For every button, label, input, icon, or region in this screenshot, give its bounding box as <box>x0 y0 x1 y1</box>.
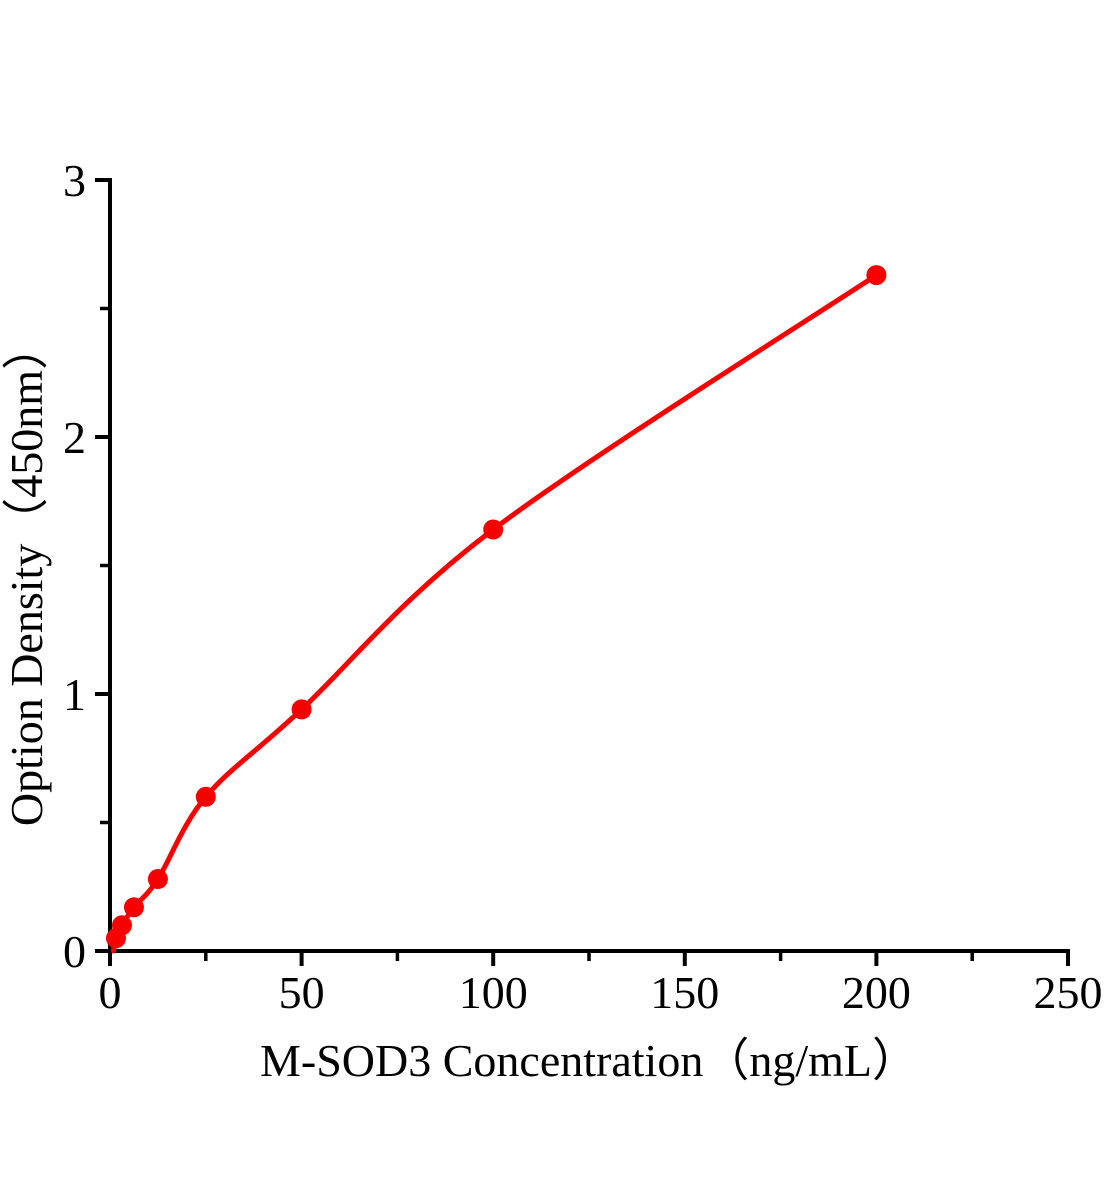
data-point <box>866 265 887 286</box>
x-tick-label: 200 <box>842 967 911 1018</box>
y-axis-title: Option Density（450nm） <box>1 324 52 826</box>
x-tick-label: 100 <box>459 967 528 1018</box>
data-series <box>105 265 887 954</box>
data-point <box>123 897 144 918</box>
tick-labels: 0 50 100 150 200 250 0 1 2 3 <box>63 155 1103 1018</box>
x-tick-label: 150 <box>650 967 719 1018</box>
data-point <box>483 519 504 540</box>
data-point <box>111 915 132 936</box>
data-point <box>195 786 216 807</box>
x-tick-label: 50 <box>279 967 325 1018</box>
x-tick-label: 250 <box>1034 967 1103 1018</box>
axes <box>108 178 1070 953</box>
y-tick-label: 2 <box>63 412 86 463</box>
x-axis-title: M-SOD3 Concentration（ng/mL） <box>260 1035 918 1086</box>
tick-marks <box>95 178 1070 966</box>
y-tick-label: 1 <box>63 669 86 720</box>
data-point <box>291 699 312 720</box>
fitted-curve <box>110 272 879 954</box>
y-tick-label: 3 <box>63 155 86 206</box>
data-point <box>147 869 168 890</box>
x-tick-label: 0 <box>99 967 122 1018</box>
y-tick-label: 0 <box>63 926 86 977</box>
